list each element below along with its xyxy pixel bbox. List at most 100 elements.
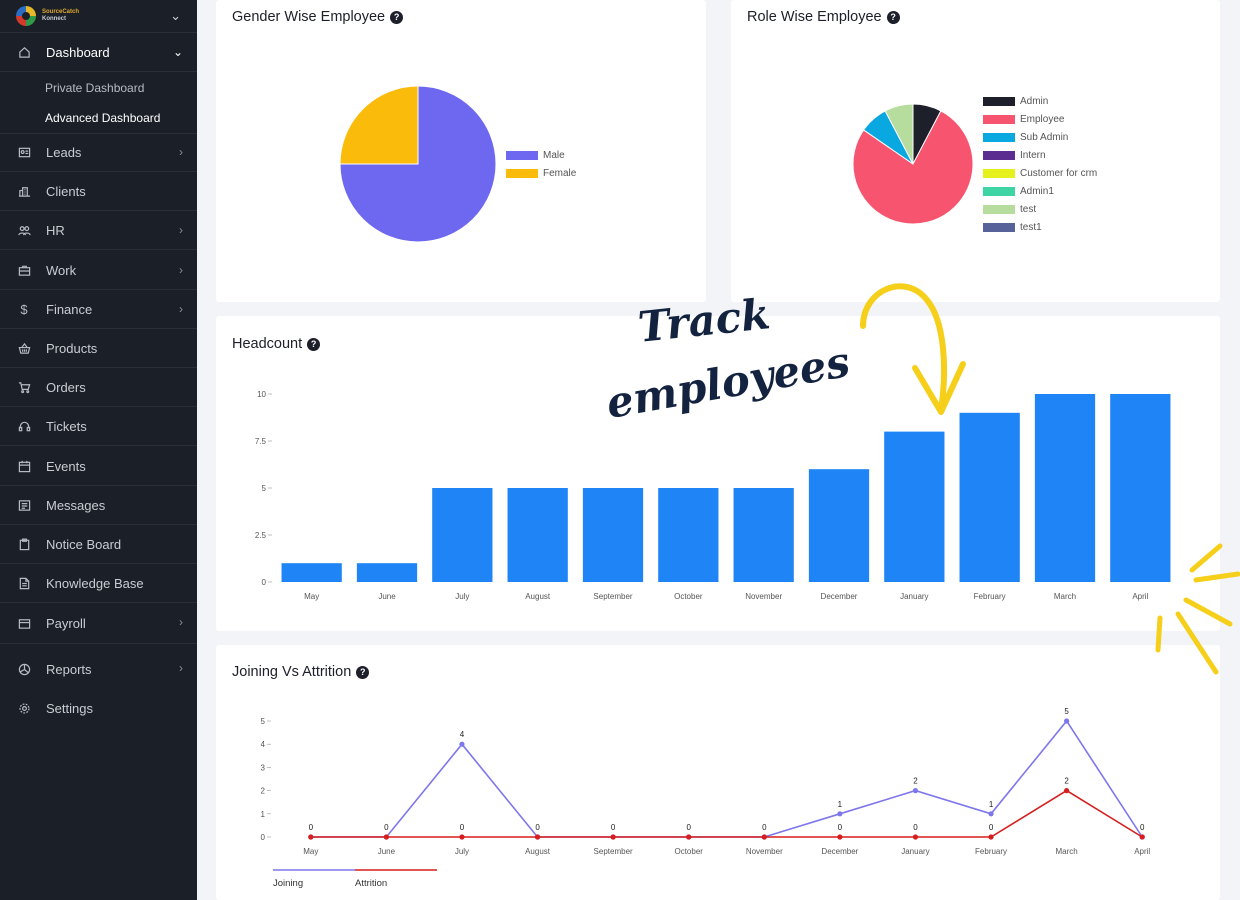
sidebar-item-label: Payroll — [46, 616, 86, 631]
legend-label: Customer for crm — [1020, 167, 1098, 179]
y-tick-label: 10 — [257, 390, 266, 399]
gender-legend: Male Female — [506, 146, 576, 182]
point-attrition — [1139, 834, 1145, 840]
sidebar-item-leads[interactable]: Leads › — [0, 134, 197, 172]
chevron-right-icon: › — [179, 661, 183, 675]
sidebar-item-label: Settings — [46, 700, 93, 716]
x-tick-label: February — [974, 592, 1006, 601]
role-legend: Admin Employee Sub Admin Intern Customer… — [983, 92, 1097, 236]
sidebar-item-label: Products — [46, 341, 98, 356]
legend-item-intern[interactable]: Intern — [983, 146, 1097, 164]
y-tick-label: 3 — [261, 763, 266, 772]
sidebar-item-dashboard[interactable]: Dashboard ⌄ — [0, 34, 197, 72]
data-label-attrition: 0 — [460, 823, 465, 832]
sidebar-item-label: Leads — [46, 145, 82, 160]
x-tick-label: March — [1056, 847, 1078, 856]
brand-header[interactable]: SourceCatch Konnect ⌄ — [0, 0, 197, 33]
sidebar-item-reports[interactable]: Reports › — [0, 650, 197, 688]
series-line-attrition — [310, 789, 1143, 838]
dashboard-submenu: Private Dashboard Advanced Dashboard — [0, 72, 197, 134]
help-icon[interactable]: ? — [307, 337, 321, 351]
legend-item-admin[interactable]: Admin — [983, 92, 1097, 110]
legend-item-sub-admin[interactable]: Sub Admin — [983, 128, 1097, 146]
point-attrition — [686, 834, 692, 840]
x-tick-label: April — [1134, 847, 1150, 856]
sidebar-item-label: Orders — [46, 380, 86, 395]
x-tick-label: July — [455, 847, 469, 856]
x-tick-label: January — [900, 592, 928, 601]
y-tick-label: 4 — [261, 740, 266, 749]
sidebar-item-products[interactable]: Products — [0, 330, 197, 368]
legend-label: Female — [543, 167, 577, 179]
role-title-text: Role Wise Employee — [747, 9, 882, 25]
series-line-joining — [310, 719, 1143, 838]
x-tick-label: October — [674, 847, 703, 856]
x-tick-label: June — [378, 847, 396, 856]
sidebar-item-tickets[interactable]: Tickets — [0, 408, 197, 446]
bar-march — [1034, 394, 1096, 582]
sidebar-item-events[interactable]: Events — [0, 448, 197, 486]
legend-swatch — [983, 204, 1015, 214]
message-icon — [16, 498, 32, 514]
help-icon[interactable]: ? — [886, 10, 900, 24]
sidebar-item-hr[interactable]: HR › — [0, 212, 197, 250]
sidebar-item-orders[interactable]: Orders — [0, 369, 197, 407]
sidebar-item-payroll[interactable]: Payroll › — [0, 604, 197, 644]
briefcase-icon — [16, 263, 32, 279]
bar-august — [507, 488, 568, 582]
legend-swatch — [983, 168, 1015, 178]
point-attrition — [761, 834, 767, 840]
bar-may — [281, 563, 342, 582]
x-tick-label: November — [746, 847, 783, 856]
x-tick-label: March — [1054, 592, 1076, 601]
point-attrition — [1064, 788, 1070, 794]
y-tick-label: 0 — [261, 833, 266, 842]
joining-attrition-card: Joining Vs Attrition ? 0 1 2 3 4 5 May June July… — [216, 645, 1220, 900]
clipboard-icon — [16, 537, 32, 553]
help-icon[interactable]: ? — [356, 665, 370, 679]
x-tick-label: August — [525, 592, 551, 601]
legend-label: Male — [543, 149, 565, 161]
legend-item-customer-for-crm[interactable]: Customer for crm — [983, 164, 1097, 182]
legend-item-female[interactable]: Female — [506, 164, 576, 182]
legend-item-male[interactable]: Male — [506, 146, 576, 164]
sidebar-item-work[interactable]: Work › — [0, 252, 197, 290]
sidebar-item-notice-board[interactable]: Notice Board — [0, 526, 197, 564]
legend-label: test1 — [1020, 221, 1042, 233]
pie-icon — [16, 661, 32, 677]
legend-label: Intern — [1020, 149, 1046, 161]
y-tick-label: 2.5 — [255, 531, 267, 540]
joining-line-chart: 0 1 2 3 4 5 May June July August September October N… — [261, 707, 1151, 889]
legend-item-admin1[interactable]: Admin1 — [983, 182, 1097, 200]
x-tick-label: October — [674, 592, 703, 601]
sidebar-item-finance[interactable]: $ Finance › — [0, 291, 197, 329]
sidebar-item-knowledge-base[interactable]: Knowledge Base — [0, 565, 197, 603]
sidebar-subitem-advanced-dashboard[interactable]: Advanced Dashboard — [45, 111, 161, 125]
point-attrition — [837, 834, 843, 840]
card-title-headcount: Headcount ? — [232, 336, 321, 352]
pie-slice-male — [339, 85, 497, 243]
chevron-down-icon[interactable]: ⌄ — [170, 8, 181, 23]
x-tick-label: May — [303, 847, 318, 856]
legend-item-test1[interactable]: test1 — [983, 218, 1097, 236]
data-label-attrition: 0 — [762, 823, 767, 832]
sidebar-item-messages[interactable]: Messages — [0, 487, 197, 525]
help-icon[interactable]: ? — [390, 10, 404, 24]
sidebar-subitem-private-dashboard[interactable]: Private Dashboard — [45, 81, 145, 95]
sidebar-item-settings[interactable]: Settings — [0, 689, 197, 727]
data-label-attrition: 0 — [989, 823, 994, 832]
sidebar-item-clients[interactable]: Clients — [0, 173, 197, 211]
users-icon — [16, 223, 32, 239]
sidebar-item-label: Clients — [46, 184, 86, 199]
x-tick-label: November — [745, 592, 782, 601]
sidebar-item-label: Tickets — [46, 419, 87, 434]
legend-item-employee[interactable]: Employee — [983, 110, 1097, 128]
brand-wordmark: SourceCatch Konnect — [42, 9, 79, 23]
chevron-down-icon: ⌄ — [172, 45, 183, 59]
legend-label: test — [1020, 203, 1037, 215]
data-label-joining: 4 — [460, 730, 465, 739]
dollar-icon: $ — [20, 302, 28, 317]
legend-item-test[interactable]: test — [983, 200, 1097, 218]
y-tick-label: 2 — [261, 787, 266, 796]
legend-swatch — [983, 150, 1015, 160]
